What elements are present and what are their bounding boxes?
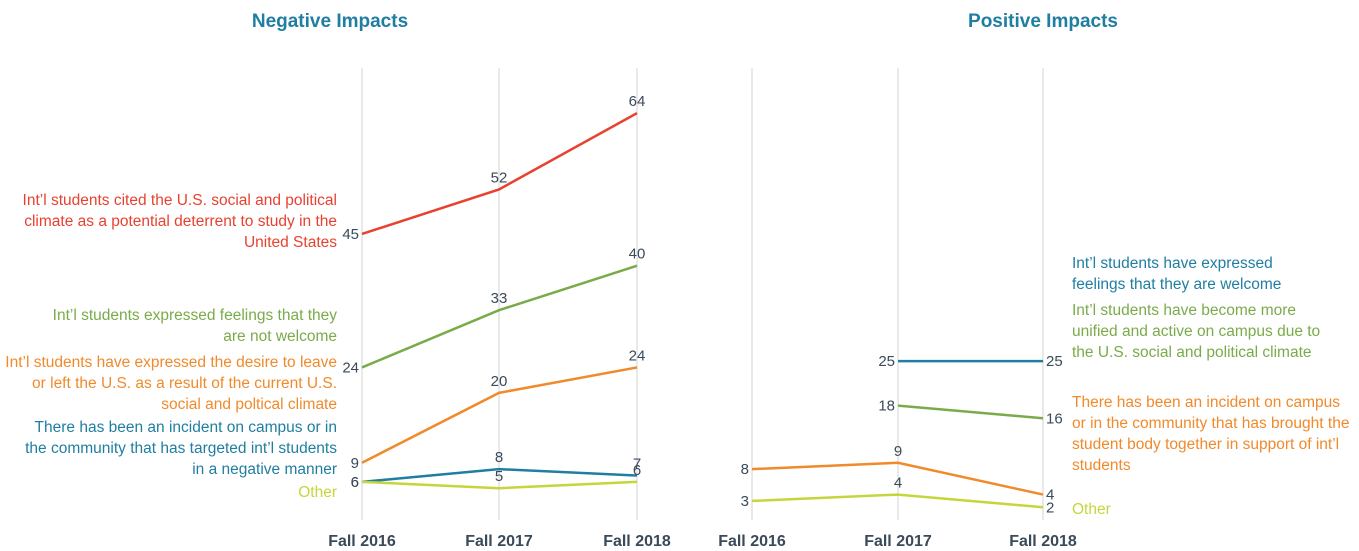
- series-label: Int’l students have become more unified …: [1072, 302, 1321, 361]
- value-label: 6: [633, 462, 641, 479]
- series-label: Int’l students expressed feelings that t…: [52, 307, 337, 345]
- series-line: [361, 467, 638, 484]
- value-label: 8: [495, 449, 503, 466]
- chart-title: Negative Impacts: [252, 11, 408, 32]
- value-label: 25: [878, 353, 895, 370]
- value-label: 4: [894, 475, 902, 492]
- series-line: [361, 264, 638, 369]
- value-label: 24: [342, 359, 359, 376]
- x-tick-label: Fall 2016: [328, 533, 396, 550]
- value-label: 2: [1046, 499, 1054, 516]
- value-label: 6: [351, 474, 359, 491]
- series-label: Int’l students have expressed feelings t…: [1072, 255, 1282, 293]
- series-label: Other: [1072, 501, 1111, 518]
- value-label: 6: [351, 474, 359, 491]
- value-label: 9: [894, 443, 902, 460]
- value-label: 8: [741, 461, 749, 478]
- value-label: 7: [633, 456, 641, 473]
- value-label: 18: [878, 398, 895, 415]
- x-tick-label: Fall 2018: [1009, 533, 1077, 550]
- value-label: 3: [741, 493, 749, 510]
- x-tick-label: Fall 2016: [718, 533, 786, 550]
- value-label: 9: [351, 455, 359, 472]
- value-label: 25: [1046, 353, 1063, 370]
- series-label: There has been an incident on campus or …: [1072, 394, 1350, 474]
- chart-title: Positive Impacts: [968, 11, 1118, 32]
- series-label: Int’l students have expressed the desire…: [5, 354, 337, 413]
- value-label: 64: [629, 93, 646, 110]
- value-label: 4: [1046, 487, 1054, 504]
- value-label: 24: [629, 347, 646, 364]
- x-tick-label: Fall 2017: [465, 533, 533, 550]
- series-line: [897, 404, 1044, 420]
- series-line: [361, 112, 638, 236]
- series-line: [751, 493, 1044, 509]
- value-label: 5: [495, 468, 503, 485]
- series-label: There has been an incident on campus or …: [25, 419, 337, 478]
- x-tick-label: Fall 2018: [603, 533, 671, 550]
- series-line: [751, 461, 1044, 496]
- x-tick-label: Fall 2017: [864, 533, 932, 550]
- value-label: 52: [491, 169, 508, 186]
- series-label: Other: [298, 484, 337, 501]
- series-line: [361, 366, 638, 464]
- value-label: 16: [1046, 410, 1063, 427]
- series-line: [361, 480, 638, 490]
- value-label: 40: [629, 246, 646, 263]
- value-label: 45: [342, 226, 359, 243]
- value-label: 20: [491, 373, 508, 390]
- value-label: 33: [491, 290, 508, 307]
- series-label: Int’l students cited the U.S. social and…: [22, 192, 337, 251]
